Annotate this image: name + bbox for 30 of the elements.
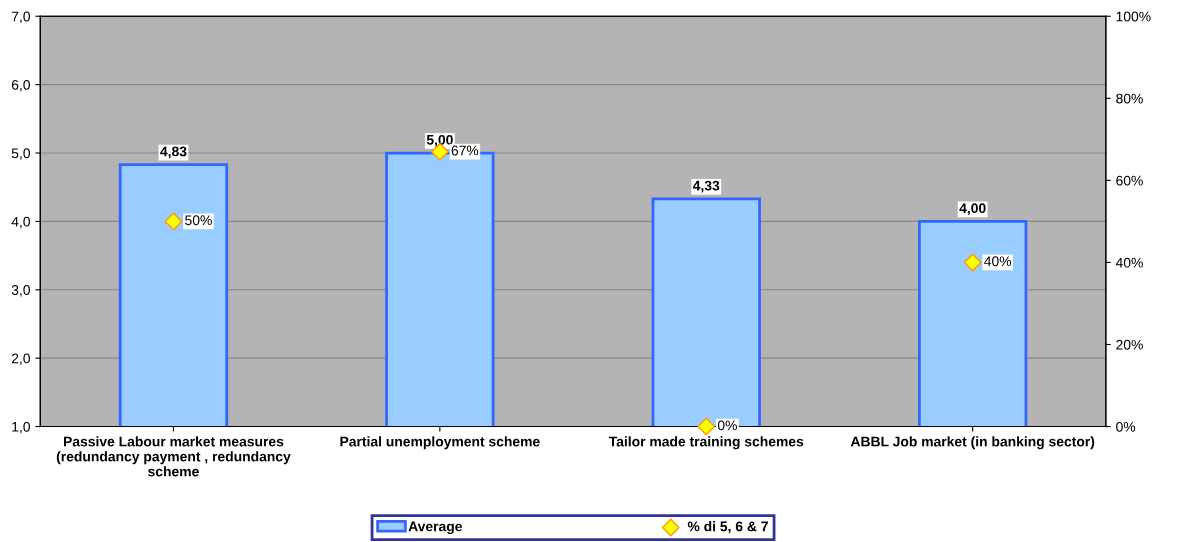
data-label: 4,83: [160, 146, 187, 159]
data-label: 67%: [451, 145, 479, 156]
x-tick-label: Passive Labour market measures (redundancy payment , redundancy scheme: [56, 436, 291, 477]
legend-label: Average: [408, 521, 462, 535]
y-tick-label: 6,0: [11, 79, 30, 92]
point: [963, 253, 982, 272]
legend-label: % di 5, 6 & 7: [687, 521, 768, 534]
point: [164, 212, 183, 231]
x-tick-label: ABBL Job market (in banking sector): [850, 436, 1095, 450]
data-label: 5,00: [426, 134, 453, 147]
x-tick-label: Tailor made training schemes: [608, 436, 804, 450]
y2-tick-label: 0%: [1116, 421, 1136, 432]
data-label: 50%: [185, 215, 212, 226]
y2-tick-label: 20%: [1116, 339, 1143, 350]
data-label: 4,33: [692, 180, 720, 193]
x-tick-label: Partial unemployment scheme: [340, 436, 540, 450]
data-label: 0%: [717, 420, 737, 431]
y-tick-label: 1,0: [12, 421, 30, 434]
point: [697, 417, 716, 436]
data-label: 40%: [984, 256, 1012, 267]
y2-tick-label: 80%: [1116, 93, 1143, 104]
y2-tick-label: 100%: [1116, 11, 1151, 22]
y-tick-label: 3,0: [11, 285, 30, 297]
y-tick-label: 5,0: [11, 148, 30, 160]
data-label: 4,00: [959, 203, 986, 216]
y2-tick-label: 40%: [1115, 257, 1143, 268]
y-tick-label: 7,0: [11, 11, 30, 24]
y2-tick-label: 60%: [1116, 175, 1143, 186]
y-tick-label: 4,0: [11, 216, 30, 229]
y-tick-label: 2,0: [11, 353, 30, 365]
